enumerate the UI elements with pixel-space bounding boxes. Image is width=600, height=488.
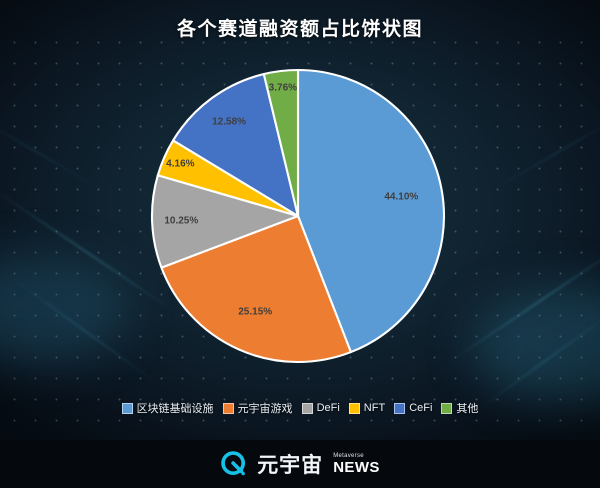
legend-item-label: CeFi [409, 402, 433, 414]
legend-swatch-icon [121, 402, 133, 414]
legend-item-label: 区块链基础设施 [136, 403, 214, 415]
pie-slice [150, 174, 300, 269]
pie-slice [160, 214, 352, 363]
pie-data-label: 12.58% [212, 116, 247, 128]
legend-swatch-icon [222, 402, 234, 414]
footer-bar: 元宇宙 Metaverse NEWS [0, 440, 600, 488]
pie-slice-group [150, 68, 446, 363]
legend-item-label: 元宇宙游戏 [237, 403, 293, 415]
legend-item[interactable]: 区块链基础设施 [121, 400, 214, 416]
chart-title: 各个赛道融资额占比饼状图 [176, 19, 423, 40]
pie-data-label: 4.16% [166, 158, 195, 170]
legend-item[interactable]: CeFi [394, 402, 432, 414]
legend-item-label: 其他 [456, 403, 479, 415]
legend-item-label: DeFi [316, 402, 340, 414]
legend-swatch-icon [394, 402, 406, 414]
legend-swatch-icon [441, 402, 453, 414]
pie-chart-svg [150, 68, 446, 363]
legend-item[interactable]: 元宇宙游戏 [222, 400, 293, 416]
pie-slice [172, 73, 300, 218]
legend-swatch-icon [301, 402, 313, 414]
pie-slice [262, 68, 300, 218]
pie-data-label: 3.76% [268, 82, 298, 94]
legend-item-label: NFT [363, 402, 386, 414]
pie-slice [296, 68, 446, 354]
brand-name-en: Metaverse NEWS [333, 453, 380, 475]
brand-name-cn: 元宇宙 [257, 453, 324, 477]
pie-data-label: 44.10% [384, 191, 419, 203]
legend-item[interactable]: NFT [348, 402, 386, 414]
legend-swatch-icon [348, 402, 360, 414]
brand-logo: 元宇宙 Metaverse NEWS [220, 449, 380, 479]
pie-data-label: 10.25% [164, 215, 199, 227]
brand-news-label: NEWS [333, 459, 380, 476]
brand-tagline: Metaverse [333, 453, 364, 459]
chart-legend: 区块链基础设施 元宇宙游戏 DeFi NFT CeFi 其他 [0, 400, 600, 416]
legend-item[interactable]: DeFi [301, 402, 340, 414]
pie-chart: 44.10% 25.15% 10.25% 4.16% 12.58% 3.76% [0, 38, 600, 398]
metaverse-q-logo-icon [220, 450, 248, 478]
legend-item[interactable]: 其他 [441, 400, 478, 416]
pie-data-label: 25.15% [238, 306, 273, 318]
